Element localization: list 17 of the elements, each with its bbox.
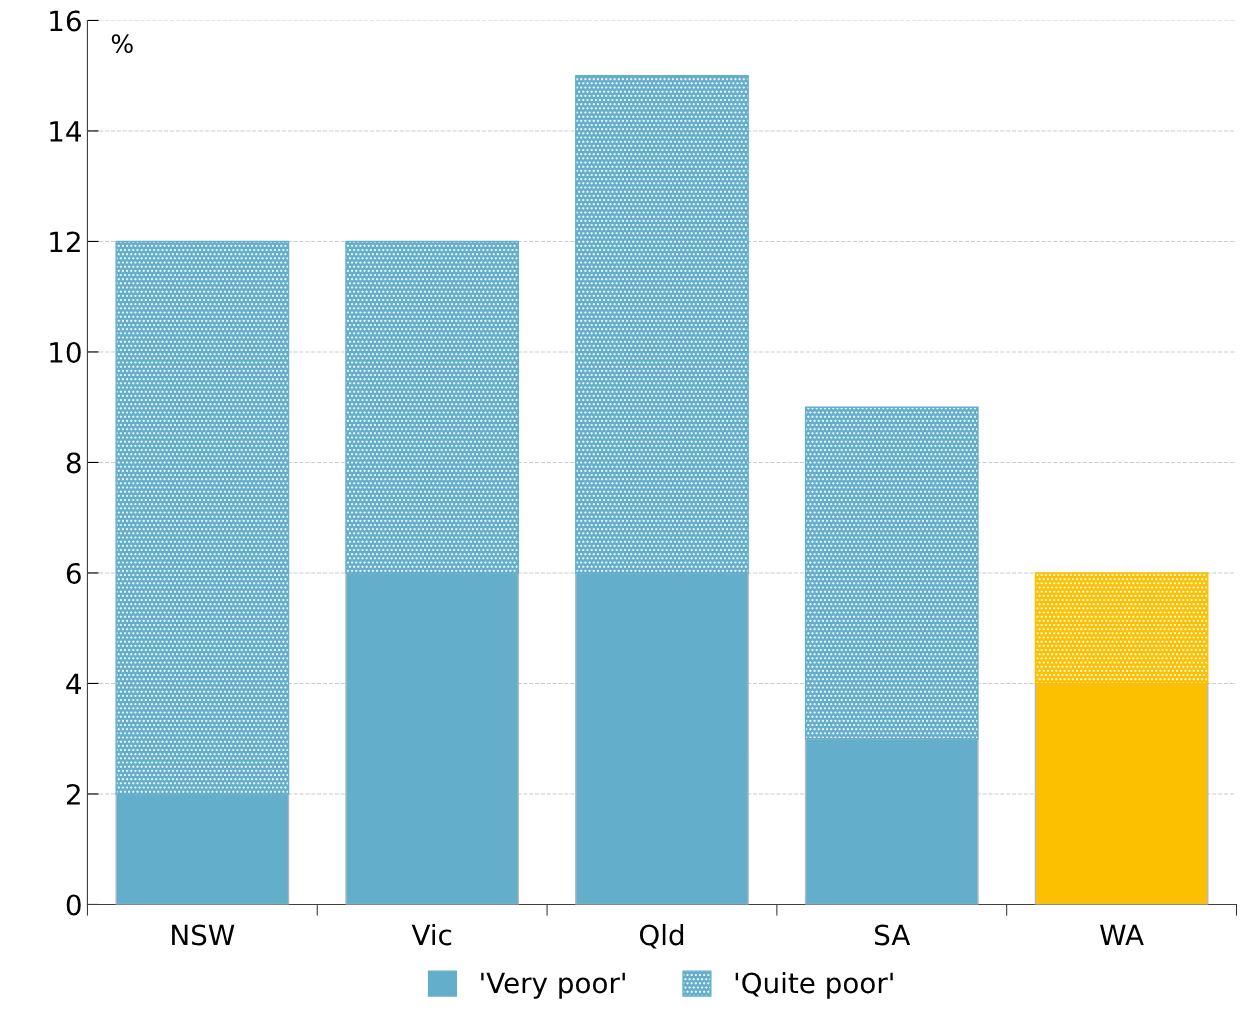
legend-label: 'Very poor' (481, 972, 625, 999)
y-axis-title: % (111, 34, 133, 54)
y-tick-label: 16 (50, 10, 81, 32)
y-tick-label: 10 (50, 341, 81, 363)
y-tick-label: 6 (66, 562, 81, 584)
y-tick-label: 2 (66, 783, 80, 805)
y-tick-label: 12 (50, 231, 80, 252)
y-tick-label: 0 (66, 894, 81, 916)
y-tick-label: 14 (50, 121, 82, 142)
x-tick-label: SA (875, 924, 911, 946)
x-tick-label: Qld (639, 923, 684, 949)
y-tick-label: 8 (66, 452, 81, 474)
x-tick-label: WA (1100, 924, 1144, 946)
x-tick-label: Vic (411, 923, 452, 946)
legend-label: 'Quite poor' (735, 971, 893, 999)
x-tick-label: NSW (172, 924, 235, 946)
y-tick-label: 4 (66, 673, 82, 695)
